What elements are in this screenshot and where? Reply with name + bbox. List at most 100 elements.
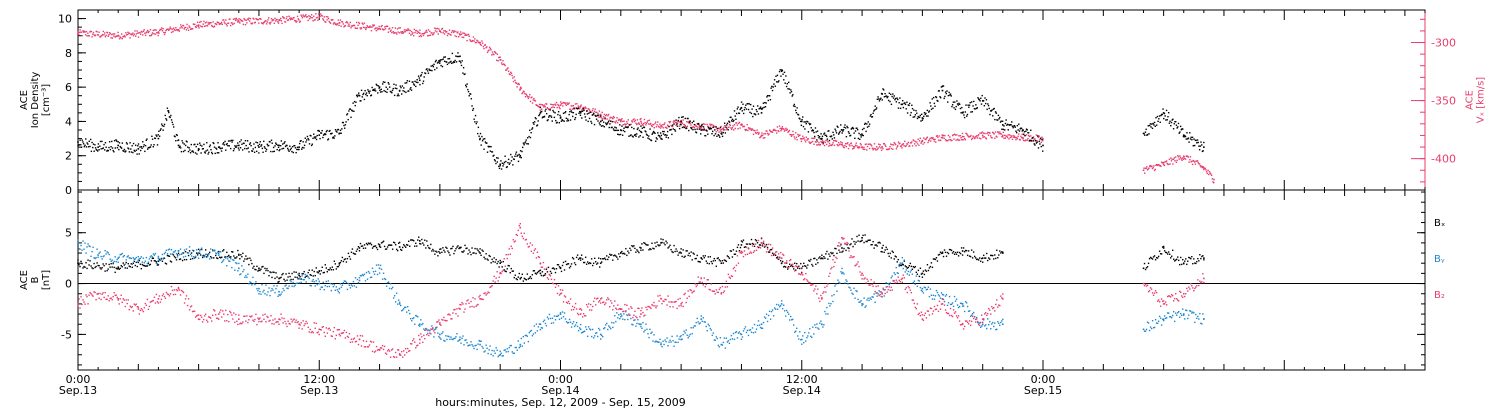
series-vx-dot — [279, 19, 280, 20]
series-density-dot — [369, 90, 370, 91]
series-vx-dot — [197, 22, 198, 23]
series-density-dot — [946, 93, 947, 94]
series-density-dot — [511, 156, 512, 157]
series-vx-dot — [1036, 140, 1037, 141]
series-by-dot — [149, 258, 150, 259]
series-vx-dot — [430, 35, 431, 36]
series-vx-dot — [388, 32, 389, 33]
series-vx-dot — [604, 114, 605, 115]
series-vx-point — [640, 121, 642, 123]
series-bx-dot — [929, 267, 930, 268]
series-density-dot — [213, 143, 214, 144]
series-by-dot — [563, 316, 564, 317]
series-density-dot — [411, 89, 412, 90]
series-density-dot — [806, 123, 807, 124]
series-vx-dot — [1182, 157, 1183, 158]
series-bx-dot — [855, 241, 856, 242]
series-density-dot — [947, 101, 948, 102]
series-density-dot — [1166, 110, 1167, 111]
series-bx-dot — [1155, 259, 1156, 260]
series-density-dot — [895, 98, 896, 99]
series-by-dot — [330, 283, 331, 284]
series-by-dot — [365, 280, 366, 281]
series-density-dot — [984, 105, 985, 106]
series-density-dot — [575, 114, 576, 115]
series-density-dot — [570, 119, 571, 120]
series-by-dot — [327, 286, 328, 287]
series-density-dot — [89, 146, 90, 147]
series-vx-dot — [825, 140, 826, 141]
series-by-dot — [586, 329, 587, 330]
series-bx-dot — [329, 269, 330, 270]
series-density-dot — [243, 143, 244, 144]
series-bx-dot — [1164, 250, 1165, 251]
series-vx-dot — [480, 44, 481, 45]
series-vx-dot — [882, 146, 883, 147]
series-by-dot — [491, 350, 492, 351]
series-vx-dot — [132, 32, 133, 33]
series-vx-dot — [233, 19, 234, 20]
series-vx-dot — [442, 32, 443, 33]
series-bx-dot — [607, 259, 608, 260]
series-bx-dot — [141, 268, 142, 269]
series-density-dot — [765, 102, 766, 103]
series-density-dot — [839, 131, 840, 132]
series-vx-dot — [616, 117, 617, 118]
series-vx-dot — [1010, 137, 1011, 138]
series-vx-dot — [553, 104, 554, 105]
series-by-dot — [335, 290, 336, 291]
series-bx-dot — [123, 262, 124, 263]
series-density-dot — [549, 115, 550, 116]
series-by-dot — [355, 277, 356, 278]
series-bx-dot — [676, 251, 677, 252]
series-vx-dot — [847, 142, 848, 143]
series-density-dot — [419, 77, 420, 78]
series-density-dot — [756, 109, 757, 110]
series-density-dot — [1156, 124, 1157, 125]
series-density-dot — [140, 150, 141, 151]
series-by-dot — [84, 242, 85, 243]
series-vx-dot — [1199, 163, 1200, 164]
series-density-dot — [143, 144, 144, 145]
series-vx-dot — [192, 28, 193, 29]
series-by-dot — [337, 289, 338, 290]
series-density-dot — [187, 146, 188, 147]
series-density-dot — [134, 151, 135, 152]
series-bx-dot — [906, 266, 907, 267]
series-bx-dot — [541, 275, 542, 276]
series-vx-dot — [685, 126, 686, 127]
series-vx-dot — [849, 145, 850, 146]
series-density-dot — [238, 147, 239, 148]
series-density-dot — [974, 108, 975, 109]
series-vx-dot — [271, 18, 272, 19]
series-density-dot — [387, 88, 388, 89]
series-bx-point — [962, 250, 964, 252]
series-density-dot — [378, 85, 379, 86]
series-by-dot — [397, 303, 398, 304]
series-density-dot — [741, 101, 742, 102]
series-vx-dot — [841, 144, 842, 145]
series-vx-dot — [158, 33, 159, 34]
series-bx-dot — [618, 253, 619, 254]
series-bx-dot — [827, 258, 828, 259]
series-vx-dot — [956, 134, 957, 135]
series-vx-dot — [307, 20, 308, 21]
series-by-dot — [214, 250, 215, 251]
series-density-dot — [585, 116, 586, 117]
series-vx-dot — [541, 109, 542, 110]
series-density-dot — [99, 146, 100, 147]
series-bx-dot — [994, 254, 995, 255]
series-vx-dot — [1207, 173, 1208, 174]
series-density-dot — [532, 127, 533, 128]
series-bx-point — [741, 244, 743, 246]
series-by-dot — [246, 277, 247, 278]
series-density-dot — [688, 130, 689, 131]
series-vx-dot — [730, 127, 731, 128]
series-density-dot — [724, 123, 725, 124]
series-vx-dot — [641, 123, 642, 124]
series-bx-dot — [989, 258, 990, 259]
series-bx-dot — [430, 244, 431, 245]
series-by-dot — [111, 259, 112, 260]
series-by-dot — [343, 282, 344, 283]
series-vx-dot — [594, 109, 595, 110]
